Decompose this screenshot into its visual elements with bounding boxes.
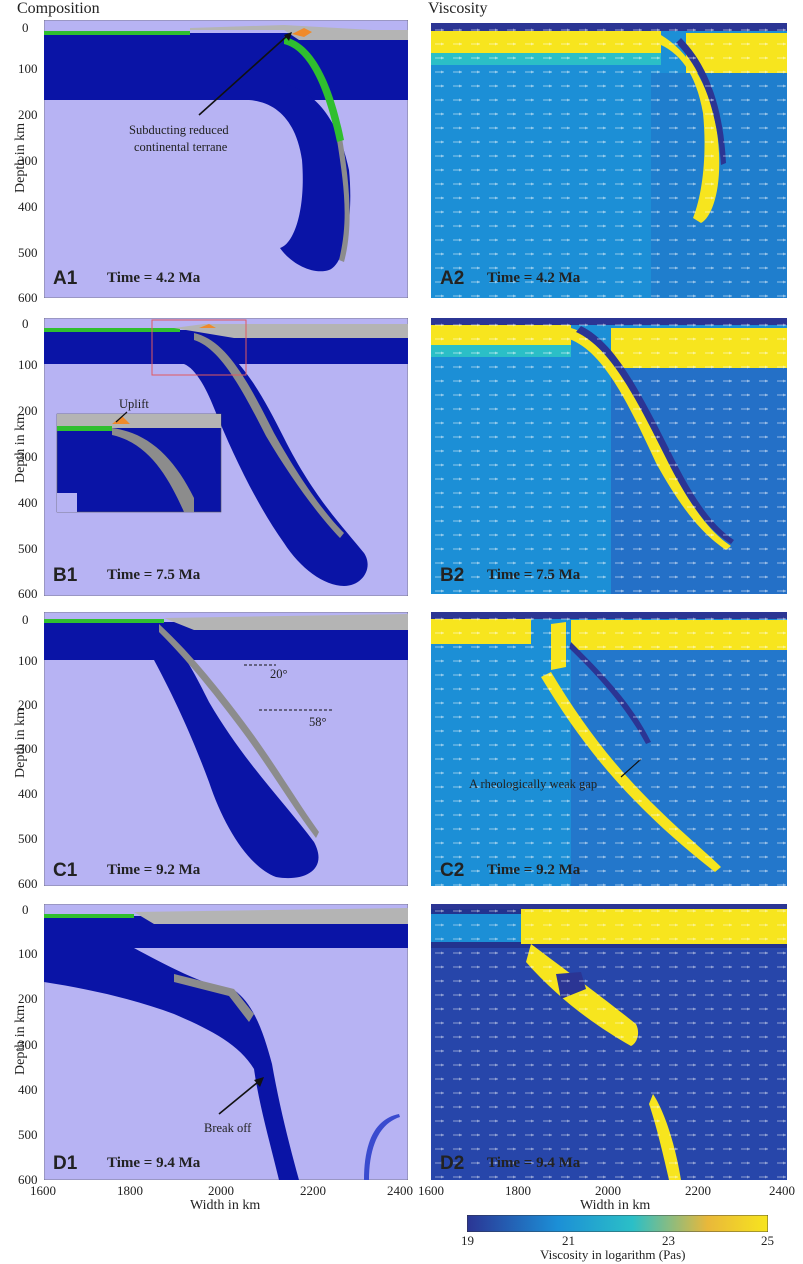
y-tick: 0 <box>22 902 29 917</box>
panel-label-b2: B2 <box>440 565 465 586</box>
y-tick: 600 <box>18 586 38 601</box>
column-title-viscosity: Viscosity <box>428 0 488 17</box>
y-tick: 300 <box>18 449 38 464</box>
y-tick: 100 <box>18 357 38 372</box>
annotation-uplift: Uplift <box>119 397 149 411</box>
panel-b2-viscosity <box>431 318 787 594</box>
panel-c1-composition: 20° 58° <box>44 612 408 886</box>
panel-c2-viscosity: A rheologically weak gap <box>431 612 787 886</box>
panel-d1-composition: Break off <box>44 904 408 1180</box>
x-axis-label-right: Width in km <box>580 1198 651 1213</box>
colorbar <box>467 1215 768 1232</box>
y-tick: 200 <box>18 107 38 122</box>
time-label-d1: Time = 9.4 Ma <box>107 1155 201 1171</box>
time-label-c2: Time = 9.2 Ma <box>487 862 581 878</box>
panel-label-c2: C2 <box>440 860 465 881</box>
colorbar-tick: 21 <box>562 1233 575 1248</box>
x-axis-label-left: Width in km <box>190 1198 261 1213</box>
y-tick: 300 <box>18 153 38 168</box>
y-tick: 400 <box>18 199 38 214</box>
y-tick: 500 <box>18 831 38 846</box>
column-title-composition: Composition <box>17 0 100 17</box>
panel-label-a1: A1 <box>53 268 78 289</box>
y-tick: 400 <box>18 786 38 801</box>
y-tick: 200 <box>18 991 38 1006</box>
y-tick: 400 <box>18 1082 38 1097</box>
x-tick: 2000 <box>208 1183 234 1198</box>
panel-label-c1: C1 <box>53 860 78 881</box>
y-tick: 300 <box>18 741 38 756</box>
y-tick: 600 <box>18 1172 38 1187</box>
annotation-subducting-line2: continental terrane <box>134 140 228 154</box>
time-label-d2: Time = 9.4 Ma <box>487 1155 581 1171</box>
y-tick: 300 <box>18 1037 38 1052</box>
y-tick: 200 <box>18 697 38 712</box>
x-tick: 1800 <box>117 1183 143 1198</box>
y-tick: 400 <box>18 495 38 510</box>
panel-label-d2: D2 <box>440 1153 465 1174</box>
y-tick: 500 <box>18 245 38 260</box>
colorbar-tick: 19 <box>461 1233 474 1248</box>
panel-d2-viscosity <box>431 904 787 1180</box>
time-label-b2: Time = 7.5 Ma <box>487 567 581 583</box>
y-tick: 500 <box>18 1127 38 1142</box>
colorbar-label: Viscosity in logarithm (Pas) <box>540 1247 686 1262</box>
y-tick: 100 <box>18 653 38 668</box>
panel-a2-viscosity <box>431 23 787 298</box>
panel-label-d1: D1 <box>53 1153 78 1174</box>
x-tick: 2400 <box>769 1183 795 1198</box>
annotation-angle-58: 58° <box>309 715 327 729</box>
x-tick: 2200 <box>300 1183 326 1198</box>
y-tick: 600 <box>18 876 38 891</box>
y-tick: 500 <box>18 541 38 556</box>
y-tick: 100 <box>18 946 38 961</box>
x-tick: 1600 <box>30 1183 56 1198</box>
y-tick: 600 <box>18 290 38 305</box>
panel-a1-composition: Subducting reduced continental terrane <box>44 20 408 298</box>
colorbar-tick: 25 <box>761 1233 774 1248</box>
time-label-a2: Time = 4.2 Ma <box>487 270 581 286</box>
panel-b1-composition: Uplift <box>44 318 408 596</box>
annotation-break-off: Break off <box>204 1121 252 1135</box>
x-tick: 1800 <box>505 1183 531 1198</box>
y-tick: 0 <box>22 316 29 331</box>
x-tick: 2200 <box>685 1183 711 1198</box>
y-tick: 100 <box>18 61 38 76</box>
x-tick: 1600 <box>418 1183 444 1198</box>
colorbar-tick: 23 <box>662 1233 675 1248</box>
time-label-b1: Time = 7.5 Ma <box>107 567 201 583</box>
x-tick: 2400 <box>387 1183 413 1198</box>
y-tick: 0 <box>22 20 29 35</box>
time-label-a1: Time = 4.2 Ma <box>107 270 201 286</box>
panel-label-a2: A2 <box>440 268 465 289</box>
time-label-c1: Time = 9.2 Ma <box>107 862 201 878</box>
panel-label-b1: B1 <box>53 565 78 586</box>
annotation-weak-gap: A rheologically weak gap <box>469 777 597 791</box>
y-tick: 200 <box>18 403 38 418</box>
x-tick: 2000 <box>595 1183 621 1198</box>
annotation-angle-20: 20° <box>270 667 288 681</box>
annotation-subducting-line1: Subducting reduced <box>129 123 229 137</box>
y-tick: 0 <box>22 612 29 627</box>
